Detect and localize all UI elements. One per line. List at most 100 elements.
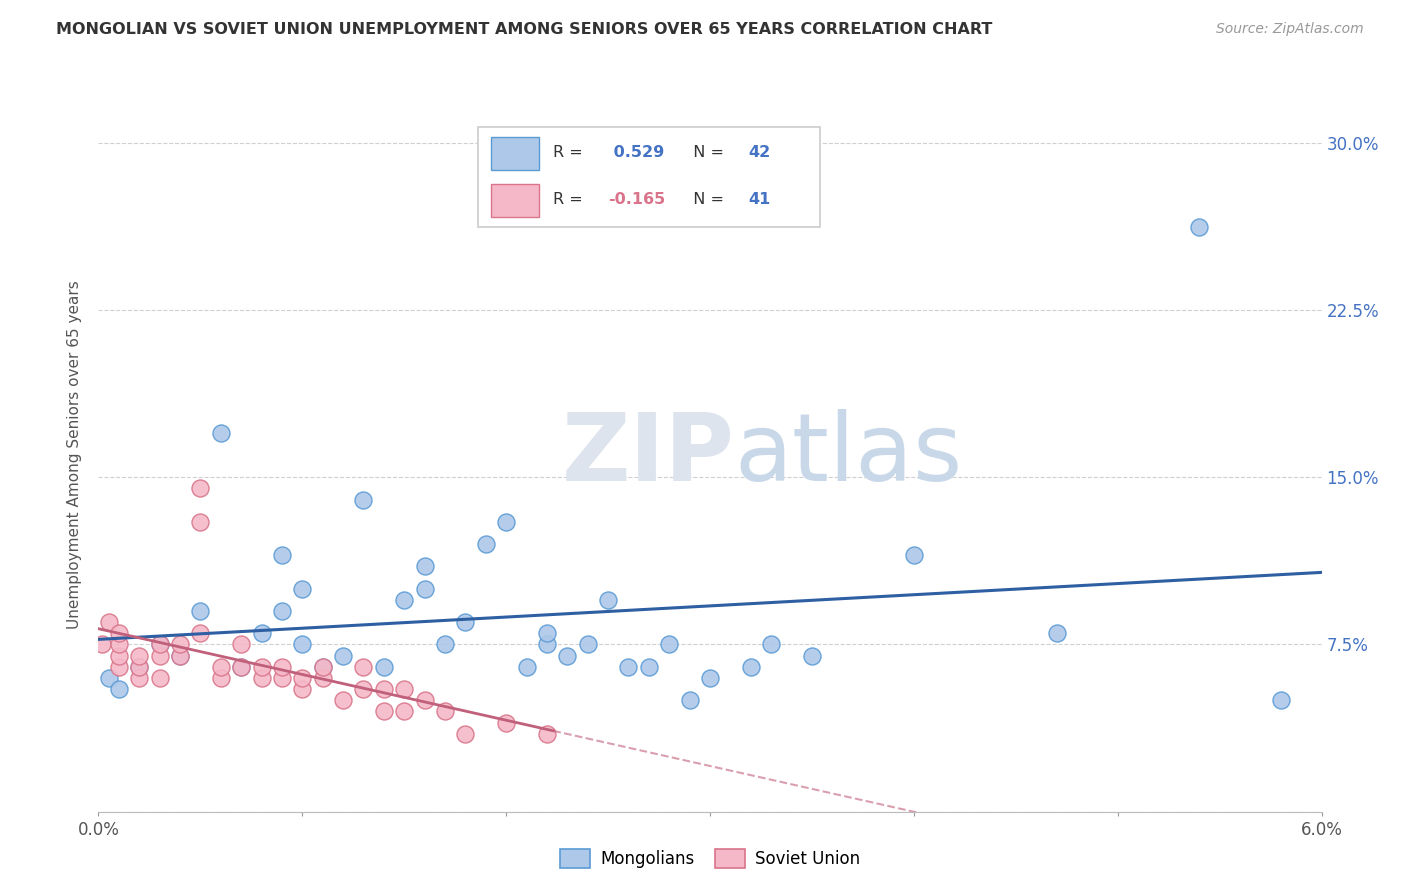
Point xyxy=(454,615,477,630)
Point xyxy=(128,660,150,674)
Point xyxy=(352,660,374,674)
Point xyxy=(903,548,925,563)
Point xyxy=(149,671,172,685)
Point xyxy=(740,660,762,674)
Point xyxy=(250,660,273,674)
Point xyxy=(128,648,150,663)
Point xyxy=(270,548,292,563)
Point xyxy=(598,592,620,607)
Text: -0.165: -0.165 xyxy=(607,192,665,207)
Point xyxy=(1270,693,1292,707)
Point xyxy=(270,604,292,618)
FancyBboxPatch shape xyxy=(478,127,820,227)
Text: R =: R = xyxy=(553,192,588,207)
Point xyxy=(433,705,456,719)
FancyBboxPatch shape xyxy=(491,184,540,217)
Point xyxy=(250,671,273,685)
Point xyxy=(108,681,131,696)
Point xyxy=(352,492,374,507)
Point xyxy=(495,715,517,730)
Y-axis label: Unemployment Among Seniors over 65 years: Unemployment Among Seniors over 65 years xyxy=(67,281,83,629)
Point xyxy=(637,660,661,674)
Point xyxy=(761,637,783,651)
Point xyxy=(516,660,538,674)
Point xyxy=(188,482,212,496)
Point xyxy=(270,671,292,685)
Point xyxy=(392,705,416,719)
Point xyxy=(536,637,558,651)
Point xyxy=(291,681,314,696)
Point xyxy=(801,648,824,663)
Point xyxy=(536,626,558,640)
Point xyxy=(679,693,702,707)
Point xyxy=(169,648,191,663)
Legend: Mongolians, Soviet Union: Mongolians, Soviet Union xyxy=(554,842,866,875)
Point xyxy=(332,648,354,663)
Point xyxy=(474,537,498,551)
Point xyxy=(617,660,640,674)
Point xyxy=(352,681,374,696)
Point xyxy=(169,648,191,663)
Text: 41: 41 xyxy=(748,192,770,207)
Point xyxy=(291,637,314,651)
Point xyxy=(392,681,416,696)
Point xyxy=(311,660,335,674)
Text: ZIP: ZIP xyxy=(561,409,734,501)
Point xyxy=(250,626,273,640)
Point xyxy=(149,637,172,651)
Point xyxy=(555,648,579,663)
Point xyxy=(209,425,232,440)
Point xyxy=(128,660,150,674)
Point xyxy=(188,604,212,618)
Point xyxy=(576,637,599,651)
Point xyxy=(231,660,253,674)
Point xyxy=(209,671,232,685)
Point xyxy=(373,705,395,719)
Point xyxy=(231,637,253,651)
Point xyxy=(291,671,314,685)
Point xyxy=(97,615,120,630)
Point xyxy=(495,515,517,529)
Point xyxy=(311,660,335,674)
Point xyxy=(108,660,131,674)
Point xyxy=(291,582,314,596)
Point xyxy=(413,693,436,707)
Point xyxy=(413,582,436,596)
Point xyxy=(699,671,721,685)
Point xyxy=(658,637,681,651)
Point xyxy=(1188,220,1211,235)
Point xyxy=(433,637,456,651)
Text: N =: N = xyxy=(683,192,730,207)
Point xyxy=(332,693,354,707)
Text: N =: N = xyxy=(683,145,730,161)
Point xyxy=(169,637,191,651)
FancyBboxPatch shape xyxy=(491,136,540,169)
Text: 0.529: 0.529 xyxy=(607,145,664,161)
Text: MONGOLIAN VS SOVIET UNION UNEMPLOYMENT AMONG SENIORS OVER 65 YEARS CORRELATION C: MONGOLIAN VS SOVIET UNION UNEMPLOYMENT A… xyxy=(56,22,993,37)
Text: 42: 42 xyxy=(748,145,770,161)
Point xyxy=(392,592,416,607)
Point xyxy=(209,660,232,674)
Point xyxy=(270,660,292,674)
Point xyxy=(454,726,477,740)
Text: R =: R = xyxy=(553,145,588,161)
Point xyxy=(149,648,172,663)
Text: Source: ZipAtlas.com: Source: ZipAtlas.com xyxy=(1216,22,1364,37)
Point xyxy=(188,626,212,640)
Point xyxy=(149,637,172,651)
Point xyxy=(128,671,150,685)
Text: atlas: atlas xyxy=(734,409,963,501)
Point xyxy=(108,637,131,651)
Point xyxy=(311,671,335,685)
Point xyxy=(536,726,558,740)
Point xyxy=(108,648,131,663)
Point xyxy=(413,559,436,574)
Point xyxy=(373,681,395,696)
Point xyxy=(188,515,212,529)
Point xyxy=(231,660,253,674)
Point xyxy=(108,626,131,640)
Point xyxy=(1045,626,1069,640)
Point xyxy=(373,660,395,674)
Point xyxy=(97,671,120,685)
Point xyxy=(91,637,114,651)
